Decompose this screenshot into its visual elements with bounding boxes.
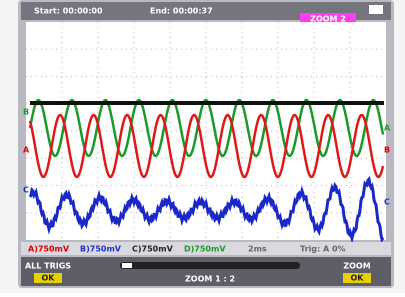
marker: C — [384, 198, 390, 207]
status-item: Trig: A 0% — [300, 245, 346, 254]
marker: A — [23, 146, 30, 155]
marker: C — [23, 186, 29, 195]
marker: A — [384, 124, 391, 133]
zoom-slider[interactable] — [120, 262, 300, 269]
key-text[interactable]: OK — [42, 274, 56, 283]
marker: B — [23, 108, 29, 117]
start-time: Start: 00:00:00 — [34, 7, 103, 16]
key-text[interactable]: OK — [351, 274, 365, 283]
status-item: D)750mV — [184, 245, 226, 254]
status-item: A)750mV — [28, 245, 70, 254]
scope-screen: Start: 00:00:00 End: 00:00:37 ZOOM 2 A B… — [0, 0, 405, 293]
slider-thumb[interactable] — [122, 263, 132, 268]
key-label[interactable]: ALL TRIGS — [25, 262, 71, 271]
status-item: C)750mV — [132, 245, 174, 254]
battery-icon — [369, 5, 383, 14]
status-item: B)750mV — [80, 245, 122, 254]
status-item: 2ms — [248, 245, 267, 254]
key-label[interactable]: ZOOM — [343, 262, 370, 271]
end-time: End: 00:00:37 — [150, 7, 213, 16]
key-label[interactable]: ZOOM 1 : 2 — [185, 275, 235, 284]
marker: B — [384, 146, 390, 155]
